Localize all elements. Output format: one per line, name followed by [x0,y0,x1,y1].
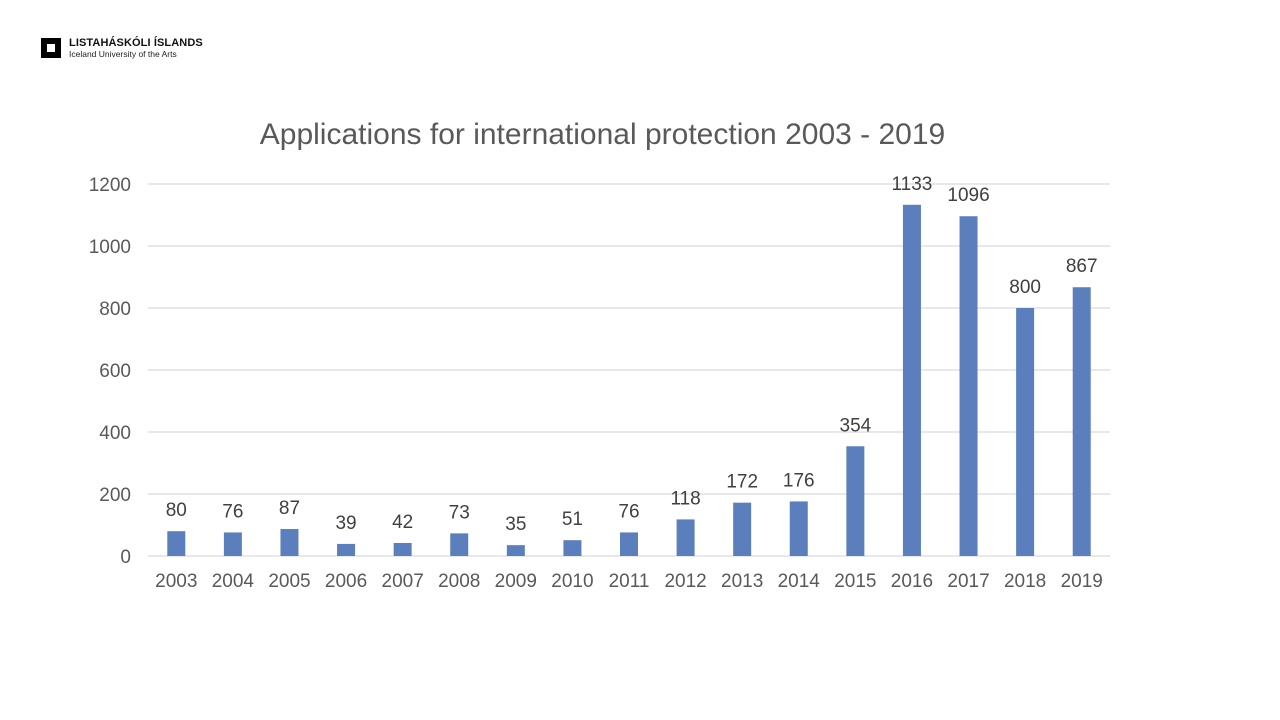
x-tick-label: 2015 [834,571,876,592]
data-label: 176 [783,470,815,491]
bar [846,446,865,556]
x-tick-label: 2010 [551,571,593,592]
x-tick-label: 2012 [664,571,706,592]
x-tick-label: 2019 [1061,571,1103,592]
bar [506,545,525,556]
data-label: 87 [279,498,300,519]
y-tick-label: 800 [99,299,131,320]
x-tick-label: 2017 [947,571,989,592]
bar [902,204,921,556]
y-tick-label: 600 [99,361,131,382]
data-label: 73 [449,502,470,523]
logo-square-icon [41,38,61,59]
bar [450,533,469,556]
bar [280,529,299,556]
x-tick-label: 2007 [382,571,424,592]
bar [337,543,356,556]
y-tick-label: 1000 [89,237,131,258]
bar [620,532,638,556]
y-tick-label: 400 [99,423,131,444]
x-axis-ticks: 2003 2004 2005 2006 2007 2008 2009 2010 2011 2012… [155,571,1103,592]
data-label: 118 [670,488,700,509]
x-tick-label: 2003 [155,571,197,592]
x-tick-label: 2018 [1004,571,1046,592]
x-tick-label: 2009 [495,571,537,592]
data-label: 1133 [892,174,933,195]
x-tick-label: 2008 [438,571,480,592]
bar [563,540,582,556]
logo-subtitle: Iceland University of the Arts [69,49,177,59]
data-labels: 80 76 87 39 42 73 35 51 76 118 172 176 354 1133 1096 80… [166,174,1098,535]
data-label: 76 [222,501,243,522]
chart-title: Applications for international protectio… [259,118,946,151]
bars [167,204,1091,557]
x-tick-label: 2014 [778,571,821,592]
data-label: 800 [1009,277,1041,298]
y-tick-label: 1200 [89,175,131,196]
data-label: 80 [166,500,187,521]
bar [167,531,186,556]
data-label: 354 [840,415,872,436]
data-label: 39 [335,513,356,534]
data-label: 35 [505,514,526,535]
data-label: 51 [562,509,583,530]
y-tick-label: 0 [120,547,131,568]
bar [733,502,752,556]
x-tick-label: 2013 [721,571,763,592]
bar [393,542,412,556]
bar [676,519,695,556]
logo-name: LISTAHÁSKÓLI ÍSLANDS [69,37,203,49]
data-label: 867 [1066,256,1098,277]
data-label: 42 [392,512,413,533]
x-tick-label: 2006 [325,571,367,592]
bar [223,532,242,556]
y-axis-ticks: 0 200 400 600 800 1000 1200 [89,175,131,568]
bar [789,501,808,556]
data-label: 172 [726,472,758,493]
data-label: 76 [618,501,639,522]
bar [1016,308,1035,556]
x-tick-label: 2004 [212,571,255,592]
data-label: 1096 [947,185,989,206]
x-tick-label: 2005 [268,571,310,592]
y-tick-label: 200 [99,485,131,506]
bar [1072,287,1091,556]
x-tick-label: 2016 [891,571,933,592]
bar [959,216,978,557]
x-tick-label: 2011 [609,571,650,592]
university-logo: LISTAHÁSKÓLI ÍSLANDS Iceland University … [41,38,203,59]
